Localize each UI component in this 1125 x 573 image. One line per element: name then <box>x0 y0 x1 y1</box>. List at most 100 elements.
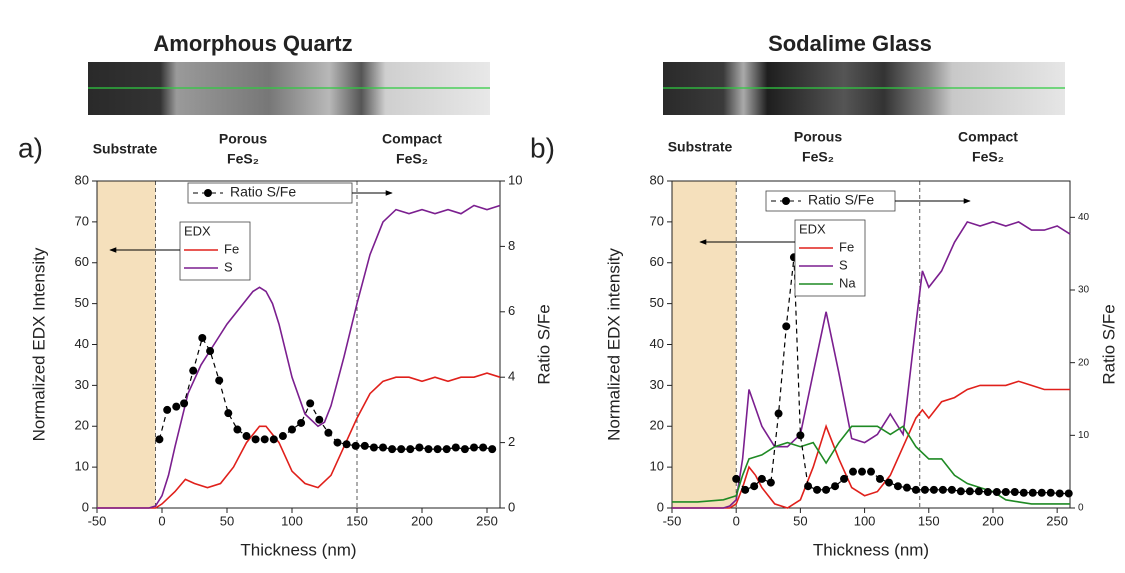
data-point <box>155 435 163 443</box>
region-label: FeS₂ <box>227 151 259 167</box>
data-point <box>1002 488 1010 496</box>
data-point <box>758 475 766 483</box>
x-tick-label: 200 <box>982 513 1004 528</box>
y2-axis-label: Ratio S/Fe <box>1099 304 1118 384</box>
data-point <box>1056 489 1064 497</box>
data-point <box>315 416 323 424</box>
y2-tick-label: 20 <box>1078 357 1090 368</box>
data-point <box>379 444 387 452</box>
x-tick-label: 0 <box>733 513 740 528</box>
data-point <box>470 444 478 452</box>
y2-tick-label: 2 <box>508 434 515 449</box>
y2-tick-label: 10 <box>1078 430 1090 441</box>
data-point <box>775 410 783 418</box>
data-point <box>233 426 241 434</box>
legend-label: Fe <box>224 241 239 256</box>
panel-label: a) <box>18 132 43 163</box>
y-tick-label: 10 <box>650 459 664 474</box>
y2-axis-label: Ratio S/Fe <box>534 304 553 384</box>
x-tick-label: -50 <box>88 513 107 528</box>
y-axis-label: Normalized EDX Intensity <box>29 247 48 441</box>
data-point <box>732 475 740 483</box>
data-point <box>206 347 214 355</box>
data-point <box>867 468 875 476</box>
data-point <box>1047 489 1055 497</box>
y-tick-label: 20 <box>650 418 664 433</box>
region-label: Porous <box>794 129 842 145</box>
region-label: FeS₂ <box>396 151 428 167</box>
x-tick-label: 0 <box>158 513 165 528</box>
y-tick-label: 40 <box>75 336 89 351</box>
data-point <box>813 486 821 494</box>
y2-tick-label: 30 <box>1078 285 1090 296</box>
data-point <box>288 426 296 434</box>
y-tick-label: 80 <box>75 172 89 187</box>
y2-tick-label: 0 <box>1078 503 1084 514</box>
y2-tick-label: 6 <box>508 303 515 318</box>
data-point <box>443 445 451 453</box>
x-tick-label: 50 <box>793 513 807 528</box>
data-point <box>782 322 790 330</box>
substrate-region <box>672 181 736 508</box>
data-point <box>297 419 305 427</box>
data-point <box>796 431 804 439</box>
data-point <box>912 486 920 494</box>
data-point <box>984 488 992 496</box>
data-point <box>957 487 965 495</box>
data-point <box>1011 488 1019 496</box>
data-point <box>903 484 911 492</box>
data-point <box>461 445 469 453</box>
x-tick-label: 250 <box>476 513 498 528</box>
data-point <box>425 445 433 453</box>
y-axis-label: Normalized EDX intensity <box>604 248 623 441</box>
plot-frame <box>97 181 500 508</box>
data-point <box>1065 489 1073 497</box>
legend-label: Fe <box>839 239 854 254</box>
data-point <box>1029 489 1037 497</box>
data-point <box>224 409 232 417</box>
data-point <box>252 435 260 443</box>
data-point <box>831 482 839 490</box>
substrate-region <box>97 181 156 508</box>
y2-tick-label: 40 <box>1078 212 1090 223</box>
data-point <box>270 435 278 443</box>
data-point <box>361 442 369 450</box>
data-point <box>1038 489 1046 497</box>
y-tick-label: 60 <box>650 254 664 269</box>
y-tick-label: 50 <box>75 295 89 310</box>
panel-label: b) <box>530 132 555 163</box>
x-tick-label: 100 <box>281 513 303 528</box>
legend-marker <box>782 197 790 205</box>
x-tick-label: 150 <box>346 513 368 528</box>
chart-title: Amorphous Quartz <box>153 31 352 56</box>
x-axis-label: Thickness (nm) <box>240 540 356 559</box>
data-point <box>198 334 206 342</box>
x-tick-label: 250 <box>1046 513 1068 528</box>
y-tick-label: 20 <box>75 418 89 433</box>
data-point <box>975 487 983 495</box>
data-point <box>397 445 405 453</box>
data-point <box>279 432 287 440</box>
x-tick-label: 100 <box>854 513 876 528</box>
legend-label: Na <box>839 275 856 290</box>
y-tick-label: 80 <box>650 172 664 187</box>
legend-label: Ratio S/Fe <box>230 184 296 200</box>
data-point <box>822 486 830 494</box>
data-point <box>741 486 749 494</box>
region-label: Substrate <box>668 139 733 155</box>
data-point <box>876 475 884 483</box>
x-tick-label: 150 <box>918 513 940 528</box>
y2-tick-label: 4 <box>508 369 515 384</box>
chart-title: Sodalime Glass <box>768 31 932 56</box>
data-point <box>894 482 902 490</box>
data-point <box>767 479 775 487</box>
y2-tick-label: 10 <box>508 172 522 187</box>
data-point <box>370 444 378 452</box>
data-point <box>388 445 396 453</box>
y2-tick-label: 8 <box>508 238 515 253</box>
y-tick-label: 70 <box>75 213 89 228</box>
data-point <box>885 479 893 487</box>
region-label: Compact <box>958 129 1018 145</box>
y-tick-label: 40 <box>650 336 664 351</box>
data-point <box>479 444 487 452</box>
